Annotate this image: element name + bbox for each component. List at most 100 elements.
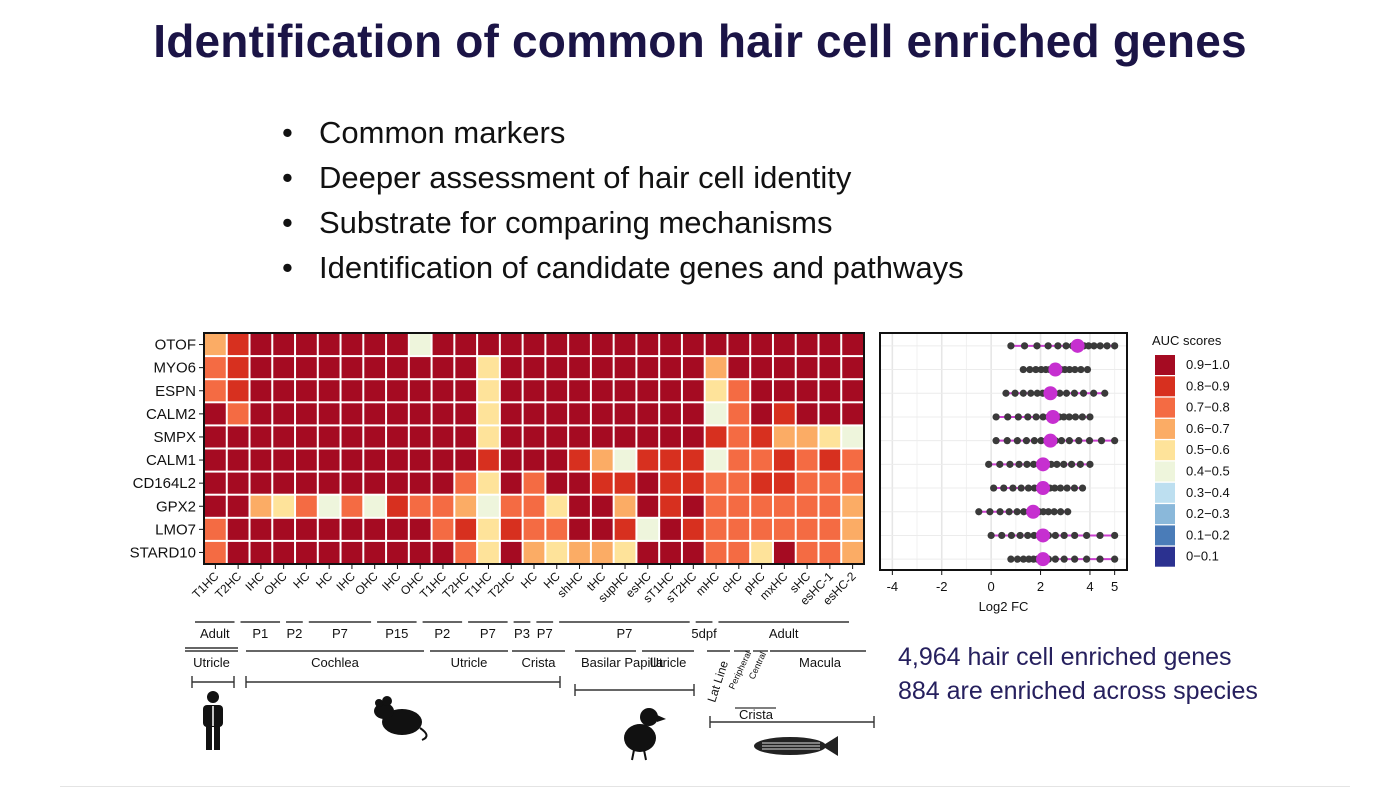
species-point [1009,484,1017,492]
species-point [1024,484,1033,492]
species-point [1051,531,1059,540]
heatmap-cell [341,495,363,517]
species-point [1086,413,1094,421]
species-point [1024,531,1032,540]
species-point [1071,413,1080,421]
human-icon [203,691,223,750]
heatmap-cell [250,541,272,563]
bullet-list: • Common markers • Deeper assessment of ha… [282,110,964,290]
heatmap-cell [569,403,590,425]
bullet-text: Substrate for comparing mechanisms [319,205,833,240]
species-point [1065,365,1074,374]
stage-label: P2 [434,626,450,641]
heatmap-cell [318,426,340,448]
heatmap-cell [227,541,249,563]
heatmap-cell [728,403,750,425]
species-point [1063,484,1071,492]
heatmap-cell [409,403,431,425]
heatmap-cell [614,541,636,563]
stage-label: 5dpf [691,626,717,641]
gene-label: STARD10 [130,544,196,561]
heatmap-cell [569,541,590,563]
heatmap-cell [705,518,727,540]
bullet-text: Deeper assessment of hair cell identity [319,160,852,195]
fish-tail [822,736,838,756]
stage-label: P7 [480,626,496,641]
heatmap-cell [819,334,841,356]
species-point [1096,531,1104,540]
heatmap-cell [250,518,272,540]
gene-label: ESPN [155,383,196,400]
species-point [1033,342,1041,350]
heatmap-cell [296,495,317,517]
heatmap-cell [523,357,545,379]
stage-label: P7 [537,626,553,641]
heatmap-cell [273,403,295,425]
heatmap-cell [796,472,818,494]
heatmap-cell [728,495,750,517]
heatmap-cell [591,472,613,494]
heatmap-cell [546,449,568,471]
heatmap-cell [478,426,499,448]
stage-label: P7 [332,626,348,641]
heatmap-cell [455,518,477,540]
species-point [1064,508,1072,516]
mouse-tail [419,727,428,741]
summary-block: 4,964 hair cell enriched genes 884 are e… [898,640,1258,708]
median-point [1036,457,1051,472]
column-label: HC [313,569,335,591]
heatmap-cell [341,380,363,402]
heatmap-cell [273,357,295,379]
heatmap-cell [546,357,568,379]
heatmap-cell [455,334,477,356]
species-point [975,508,983,516]
heatmap-cell [546,541,568,563]
heatmap-cell [273,334,295,356]
x-tick-label: -4 [887,579,899,594]
heatmap-cell [546,518,568,540]
species-point [1026,365,1034,374]
species-point [1013,555,1022,563]
species-point [1011,389,1019,397]
species-point [1030,460,1038,468]
heatmap-cell [842,357,863,379]
species-point [1071,555,1079,563]
column-label: HC [290,569,312,591]
heatmap-cell [523,495,545,517]
stage-label: P1 [252,626,268,641]
heatmap-cell [387,541,408,563]
median-point [1048,362,1063,377]
species-point [1027,389,1035,397]
species-point [1032,413,1040,421]
species-point [1050,508,1058,516]
heatmap-cell [773,357,795,379]
heatmap-cell [728,449,750,471]
heatmap-cell [205,472,226,494]
tissue-label: Utricle [193,655,230,670]
species-point [1013,508,1021,516]
heatmap-cell [500,518,522,540]
legend-label: 0.4−0.5 [1186,464,1230,479]
heatmap-cell [751,403,772,425]
species-point [1019,389,1027,397]
species-point [1060,531,1068,540]
heatmap-cell [500,357,522,379]
heatmap-cell [523,403,545,425]
species-point [1096,555,1104,563]
heatmap-cell [432,495,454,517]
heatmap-cell [842,518,863,540]
species-point [1076,460,1084,468]
species-point [1070,389,1079,397]
heatmap-cell [637,541,659,563]
heatmap-cell [364,380,386,402]
heatmap-cell [751,518,772,540]
heatmap-cell [250,449,272,471]
heatmap-cell [250,380,272,402]
heatmap-cell [682,541,704,563]
median-point [1036,528,1051,543]
median-point [1043,433,1058,448]
heatmap-cell [705,334,727,356]
heatmap-cell [842,495,863,517]
species-point [1016,531,1024,540]
heatmap-cell [432,518,454,540]
